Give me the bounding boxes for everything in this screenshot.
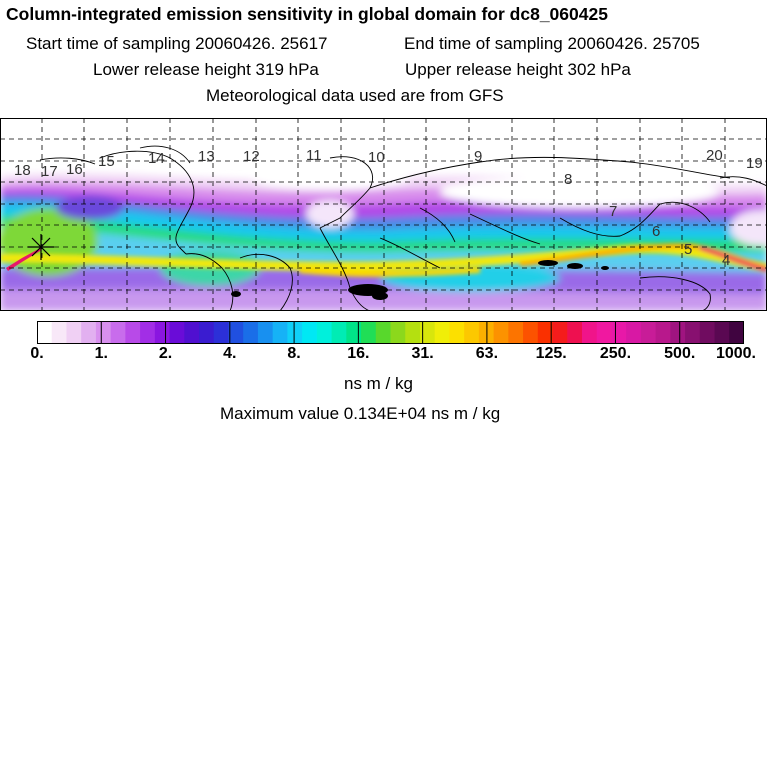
track-label: 11 <box>306 147 322 164</box>
colorbar-cell <box>140 321 156 344</box>
release-plume <box>6 246 44 271</box>
colorbar-cell <box>51 321 68 344</box>
track-label: 16 <box>66 161 83 178</box>
colorbar-cell <box>611 321 627 344</box>
black-sensitivity-patches <box>231 260 609 300</box>
plot-title: Column-integrated emission sensitivity i… <box>6 4 608 24</box>
colorbar-cell <box>184 321 200 344</box>
colorbar-cell <box>95 321 112 344</box>
colorbar-tick-label: 250. <box>599 345 632 362</box>
colorbar-tick-label: 500. <box>664 345 696 362</box>
colorbar-cell <box>272 321 288 344</box>
maximum-value-label: Maximum value 0.134E+04 ns m / kg <box>220 404 501 423</box>
coastlines <box>39 145 767 311</box>
colorbar-cell <box>346 321 362 344</box>
colorbar-tick-label: 16. <box>347 345 370 362</box>
graticule <box>0 118 767 311</box>
colorbar-cell <box>699 321 716 344</box>
colorbar-cell <box>199 321 215 344</box>
track-label: 12 <box>243 148 260 165</box>
colorbar-cell <box>110 321 126 344</box>
colorbar-cell <box>243 321 259 344</box>
colorbar-cell <box>125 321 141 344</box>
track-label: 9 <box>474 148 482 165</box>
end-time-label: End time of sampling 20060426. 25705 <box>404 34 700 53</box>
colorbar-cell <box>552 321 568 344</box>
colorbar-cell <box>537 321 554 344</box>
track-label: 8 <box>564 171 572 188</box>
colorbar-cell <box>169 321 185 344</box>
track-label: 5 <box>684 241 692 258</box>
colorbar-cell <box>729 321 744 344</box>
colorbar-cell <box>508 321 524 344</box>
colorbar-cell <box>316 321 333 344</box>
colorbar-cell <box>213 321 230 344</box>
colorbar-tick-label: 63. <box>475 345 499 362</box>
colorbar-tick-label: 125. <box>535 345 567 362</box>
colorbar-cell <box>523 321 539 344</box>
track-label: 15 <box>98 153 115 170</box>
track-label: 20 <box>706 147 723 164</box>
colorbar-cell <box>464 321 480 344</box>
colorbar-cell <box>37 321 53 344</box>
map-frame <box>0 118 767 311</box>
track-label: 13 <box>198 148 215 165</box>
colorbar-cell <box>154 321 171 344</box>
colorbar-tick-label: 0. <box>30 345 44 362</box>
track-label: 19 <box>746 155 763 172</box>
track-label: 17 <box>41 163 58 180</box>
start-time-label: Start time of sampling 20060426. 25617 <box>26 34 328 53</box>
upper-release-label: Upper release height 302 hPa <box>405 60 631 79</box>
colorbar-cell <box>567 321 583 344</box>
colorbar-cell <box>228 321 244 344</box>
colorbar-tick-label: 8. <box>287 345 301 362</box>
colorbar-tick-label: 4. <box>223 345 237 362</box>
colorbar-cell <box>581 321 598 344</box>
track-label: 14 <box>148 150 165 167</box>
colorbar-cell <box>287 321 303 344</box>
colorbar-frame <box>37 321 744 344</box>
colorbar-cell <box>670 321 686 344</box>
colorbar-cell <box>685 321 701 344</box>
track-label: 18 <box>14 162 31 179</box>
colorbar-cell <box>493 321 509 344</box>
colorbar-cell <box>66 321 82 344</box>
colorbar-cell <box>390 321 406 344</box>
colorbar-cell <box>419 321 436 344</box>
track-label: 4 <box>722 252 730 269</box>
colorbar <box>37 321 744 344</box>
colorbar-cell <box>596 321 613 344</box>
track-label: 6 <box>652 223 660 240</box>
colorbar-cell <box>375 321 392 344</box>
colorbar-cell <box>640 321 657 344</box>
lower-release-label: Lower release height 319 hPa <box>93 60 319 79</box>
high-sensitivity-band <box>0 243 767 277</box>
colorbar-cell <box>655 321 671 344</box>
sensitivity-map: 18 17 16 15 14 13 12 11 10 9 8 7 6 5 4 2… <box>0 118 767 311</box>
colorbar-cell <box>434 321 451 344</box>
colorbar-cell <box>331 321 347 344</box>
colorbar-cell <box>302 321 318 344</box>
colorbar-cell <box>81 321 97 344</box>
colorbar-tick-label: 1. <box>94 345 108 362</box>
track-label: 10 <box>368 149 385 166</box>
colorbar-units: ns m / kg <box>344 374 413 393</box>
colorbar-cell <box>626 321 642 344</box>
track-labels: 18 17 16 15 14 13 12 11 10 9 8 7 6 5 4 2… <box>14 147 763 269</box>
release-marker <box>28 234 54 260</box>
track-label: 7 <box>609 203 617 220</box>
colorbar-cell <box>361 321 377 344</box>
colorbar-cell <box>449 321 465 344</box>
colorbar-cell <box>405 321 421 344</box>
colorbar-tick-label: 2. <box>158 345 173 362</box>
met-data-label: Meteorological data used are from GFS <box>206 86 504 105</box>
colorbar-cell <box>257 321 274 344</box>
colorbar-tick-label: 31. <box>411 345 434 362</box>
colorbar-cell <box>714 321 730 344</box>
colorbar-tick-label: 1000. <box>715 345 757 362</box>
